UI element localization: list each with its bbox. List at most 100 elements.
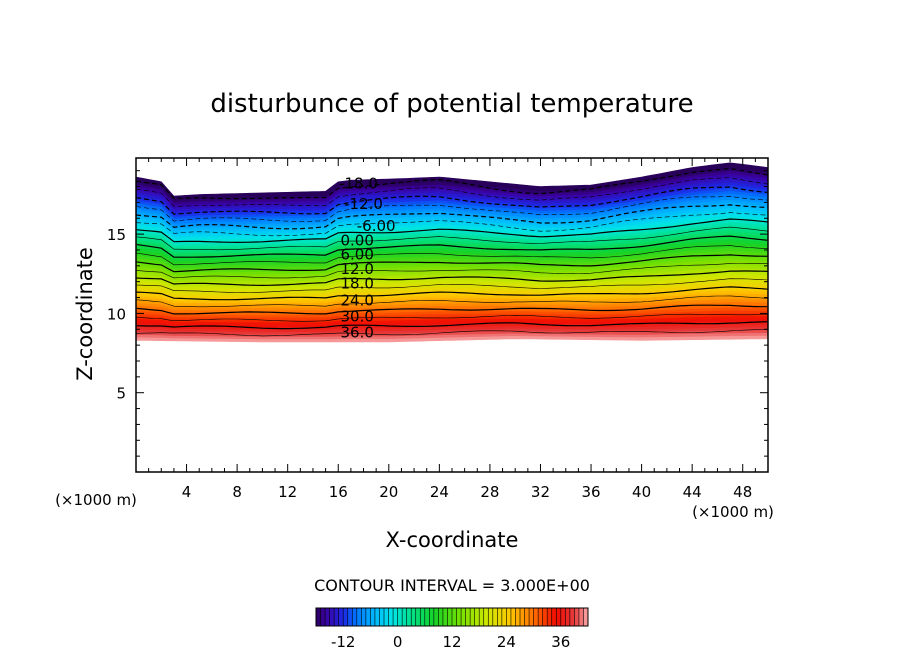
colorbar-swatch	[506, 608, 512, 626]
contour-line	[136, 278, 768, 293]
y-tick-label: 5	[116, 385, 126, 403]
contour-label: 24.0	[340, 292, 373, 310]
colorbar-swatch	[393, 608, 399, 626]
colorbar-swatch	[415, 608, 421, 626]
colorbar-swatch	[406, 608, 412, 626]
colorbar-swatch	[574, 608, 580, 626]
colorbar-swatch	[578, 608, 584, 626]
colorbar-swatch	[515, 608, 521, 626]
contour-label: 12.0	[340, 260, 373, 278]
contour-line	[136, 235, 768, 258]
colorbar-swatch	[338, 608, 344, 626]
contour-line	[136, 286, 768, 301]
colorbar-swatch	[320, 608, 326, 626]
x-tick-label: 44	[683, 483, 702, 501]
colorbar-swatch	[438, 608, 444, 626]
contour-label: -6.00	[357, 217, 396, 235]
colorbar-swatch	[325, 608, 331, 626]
colorbar-swatch	[388, 608, 394, 626]
colorbar	[315, 608, 589, 626]
colorbar-swatch	[551, 608, 557, 626]
contour-label: 30.0	[340, 308, 373, 326]
x-axis-label: X-coordinate	[386, 528, 519, 552]
colorbar-swatch	[411, 608, 417, 626]
contour-line	[136, 212, 768, 237]
colorbar-tick-label: 0	[393, 633, 403, 651]
y-tick-label: 15	[107, 226, 126, 244]
contour-line	[136, 295, 768, 308]
colorbar-swatch	[565, 608, 571, 626]
colorbar-swatch	[479, 608, 485, 626]
x-axis: 4 8 12 16 20 24 28 32 36 40 44 48	[148, 158, 756, 501]
colorbar-swatch	[379, 608, 385, 626]
x-tick-label: 12	[278, 483, 297, 501]
colorbar-swatch	[456, 608, 462, 626]
colorbar-swatch	[492, 608, 498, 626]
colorbar-swatch	[442, 608, 448, 626]
colorbar-swatch	[420, 608, 426, 626]
contour-lines	[136, 167, 768, 337]
chart-title: disturbunce of potential temperature	[210, 89, 693, 119]
colorbar-swatch	[529, 608, 535, 626]
colorbar-swatch	[569, 608, 575, 626]
colorbar-tick-label: 24	[497, 633, 516, 651]
colorbar-swatch	[370, 608, 376, 626]
colorbar-swatch	[361, 608, 367, 626]
contour-line	[136, 167, 768, 200]
colorbar-swatch	[501, 608, 507, 626]
contour-line	[136, 313, 768, 322]
colorbar-swatch	[452, 608, 458, 626]
x-tick-label: 36	[581, 483, 600, 501]
contour-interval-label: CONTOUR INTERVAL = 3.000E+00	[314, 576, 590, 595]
colorbar-tick-label: -12	[331, 633, 356, 651]
colorbar-swatch	[520, 608, 526, 626]
contour-label: 18.0	[340, 274, 373, 292]
contour-label: 0.00	[340, 231, 373, 249]
contour-line	[136, 177, 768, 207]
x-tick-label: 24	[430, 483, 449, 501]
contour-line	[136, 218, 768, 244]
colorbar-swatch	[556, 608, 562, 626]
y-axis-label: Z-coordinate	[73, 247, 97, 381]
colorbar-swatch	[433, 608, 439, 626]
colorbar-swatch	[533, 608, 539, 626]
x-tick-label: 40	[632, 483, 651, 501]
colorbar-swatch	[547, 608, 553, 626]
colorbar-tick-label: 36	[551, 633, 570, 651]
colorbar-swatch	[470, 608, 476, 626]
x-tick-label: 4	[182, 483, 192, 501]
colorbar-swatch	[497, 608, 503, 626]
contour-line	[136, 254, 768, 273]
contour-line	[136, 329, 768, 337]
colorbar-swatch	[352, 608, 358, 626]
y-tick-label: 10	[107, 305, 126, 323]
colorbar-swatch	[461, 608, 467, 626]
colorbar-swatch	[329, 608, 335, 626]
contour-line	[136, 304, 768, 315]
contour-label: 6.00	[340, 246, 373, 264]
colorbar-swatch	[538, 608, 544, 626]
x-unit-label: (×1000 m)	[692, 503, 774, 521]
contour-line	[136, 186, 768, 215]
contour-label: -18.0	[339, 174, 378, 192]
colorbar-swatch	[365, 608, 371, 626]
x-tick-label: 48	[733, 483, 752, 501]
contour-label: -12.0	[344, 195, 383, 213]
colorbar-swatch	[542, 608, 548, 626]
colorbar-swatch	[465, 608, 471, 626]
contour-line	[136, 204, 768, 230]
x-tick-label: 8	[232, 483, 242, 501]
x-tick-label: 28	[480, 483, 499, 501]
colorbar-swatch	[560, 608, 566, 626]
colorbar-frame	[315, 607, 589, 627]
colorbar-swatch	[316, 608, 322, 626]
colorbar-tick-label: 12	[442, 633, 461, 651]
colorbar-swatch	[429, 608, 435, 626]
colorbar-swatch	[343, 608, 349, 626]
contour-line	[136, 321, 768, 330]
contour-line	[136, 245, 768, 266]
colorbar-swatch	[384, 608, 390, 626]
x-tick-label: 32	[531, 483, 550, 501]
colorbar-swatch	[510, 608, 516, 626]
x-tick-label: 16	[329, 483, 348, 501]
